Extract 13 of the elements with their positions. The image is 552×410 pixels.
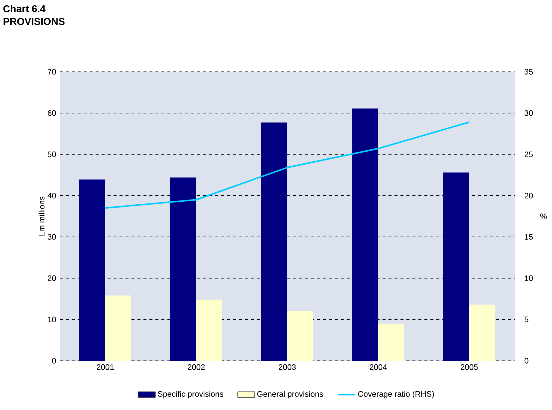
chart-subtitle: PROVISIONS: [4, 18, 65, 26]
bar: [378, 324, 405, 361]
bar: [80, 180, 106, 361]
bar: [170, 178, 196, 361]
bar: [352, 108, 379, 361]
chart-title: Chart 6.4: [4, 5, 46, 13]
bar: [196, 300, 223, 361]
bar: [444, 172, 470, 361]
bar: [288, 311, 314, 361]
bar: [470, 304, 496, 361]
line-series: [104, 122, 470, 209]
bar: [106, 296, 132, 361]
bar: [262, 122, 288, 361]
